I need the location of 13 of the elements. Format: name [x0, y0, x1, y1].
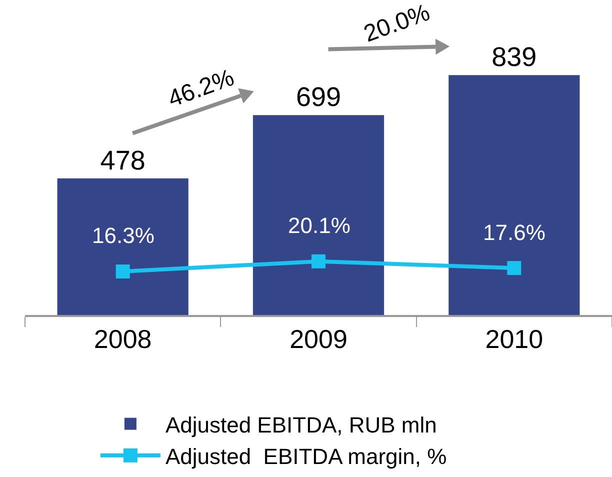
data-label: 478 — [100, 145, 146, 176]
legend-label: Adjusted EBITDA margin, % — [165, 444, 447, 469]
x-tick-label: 2010 — [485, 324, 544, 354]
annotation: 46.2% — [164, 64, 238, 113]
data-label: 699 — [296, 82, 342, 112]
x-tick-label: 2008 — [94, 324, 152, 354]
data-label: 839 — [492, 42, 537, 72]
legend-label: Adjusted EBITDA, RUB mln — [165, 412, 437, 438]
data-label: 16.3% — [92, 223, 154, 248]
text: 20.0% — [360, 0, 434, 48]
x-tick-label: 2009 — [290, 324, 348, 354]
data-label: 20.1% — [288, 213, 350, 238]
data-label: 17.6% — [483, 220, 546, 245]
